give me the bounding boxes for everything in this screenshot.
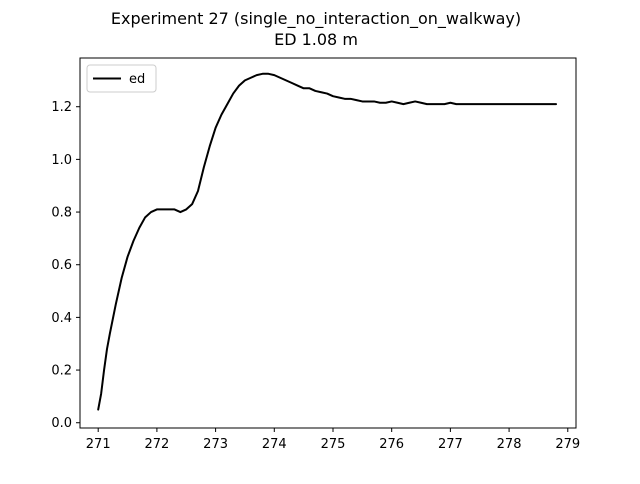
y-tick-label: 0.2 <box>51 364 72 379</box>
y-tick-label: 1.2 <box>51 100 72 115</box>
y-axis-ticks: 0.0 0.2 0.4 0.6 0.8 1.0 1.2 <box>51 100 80 431</box>
x-axis-ticks: 271 272 273 274 275 276 277 278 279 <box>86 428 580 452</box>
x-tick-label: 277 <box>438 437 463 452</box>
x-tick-label: 276 <box>379 437 404 452</box>
series-line-ed <box>97 72 558 411</box>
x-tick-label: 271 <box>86 437 111 452</box>
chart-title: Experiment 27 (single_no_interaction_on_… <box>111 9 521 29</box>
x-tick-label: 272 <box>144 437 169 452</box>
y-tick-label: 0.4 <box>51 311 72 326</box>
y-tick-label: 1.0 <box>51 153 72 168</box>
x-tick-label: 278 <box>497 437 522 452</box>
legend: ed <box>86 64 157 93</box>
plot-area-frame <box>79 57 577 429</box>
chart-subtitle: ED 1.08 m <box>274 30 358 49</box>
y-tick-label: 0.8 <box>51 206 72 221</box>
y-tick-label: 0.0 <box>51 416 72 431</box>
x-tick-label: 273 <box>203 437 228 452</box>
x-tick-label: 274 <box>262 437 287 452</box>
x-tick-label: 279 <box>555 437 580 452</box>
y-tick-label: 0.6 <box>51 258 72 273</box>
legend-label-ed: ed <box>129 72 145 87</box>
x-tick-label: 275 <box>321 437 346 452</box>
series-layer <box>97 72 558 411</box>
legend-box <box>86 64 157 93</box>
